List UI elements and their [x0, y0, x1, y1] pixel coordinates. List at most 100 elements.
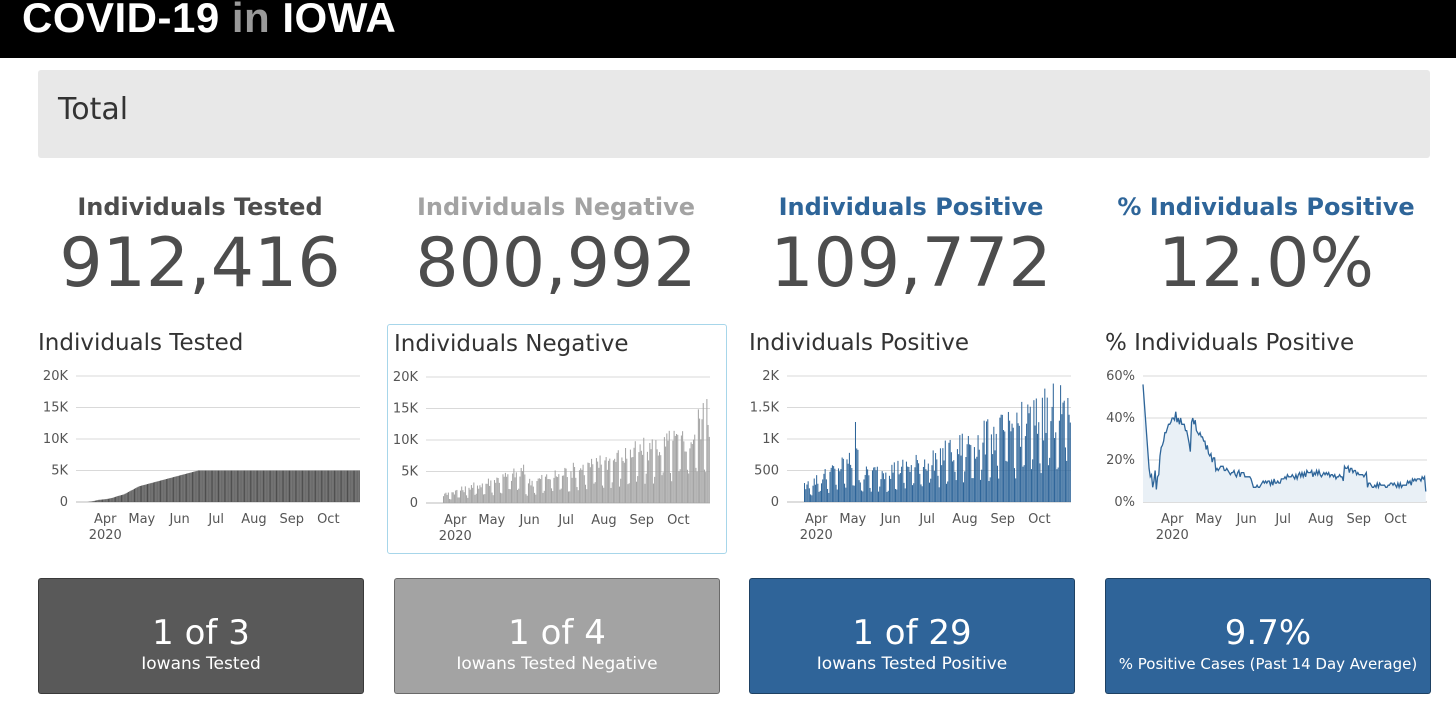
bar	[943, 460, 945, 502]
bar	[144, 484, 146, 502]
bar	[284, 470, 286, 502]
bar	[486, 483, 488, 503]
bar	[546, 474, 548, 503]
bar	[589, 467, 591, 503]
x-tick-label: Jun	[1235, 512, 1256, 527]
bar	[824, 469, 826, 502]
bar	[148, 483, 150, 502]
bar	[938, 487, 940, 502]
bar	[955, 480, 957, 502]
bar	[531, 480, 533, 503]
bar	[201, 470, 203, 502]
bar	[476, 485, 478, 503]
bar	[858, 480, 860, 502]
bar	[944, 440, 946, 502]
bar	[521, 471, 523, 503]
bar	[1054, 438, 1056, 502]
bar	[817, 483, 819, 502]
bar	[492, 495, 494, 503]
bar	[512, 473, 514, 503]
stat-individuals-negative: Individuals Negative 800,992	[386, 190, 726, 302]
bar	[648, 460, 650, 503]
bar	[631, 457, 633, 503]
bar	[181, 474, 183, 502]
bar	[669, 472, 671, 503]
bar	[191, 472, 193, 502]
bar	[535, 494, 537, 503]
bar	[203, 470, 205, 502]
bar	[925, 469, 927, 502]
site-logo[interactable]: COVID-19 in IOWA	[22, 0, 396, 42]
bar	[474, 494, 476, 503]
area-fill	[1143, 384, 1426, 502]
y-tick-label: 1.5K	[750, 401, 780, 416]
bar	[329, 470, 331, 502]
bar	[517, 489, 519, 503]
bar	[525, 494, 527, 503]
bar	[559, 489, 561, 503]
bar	[926, 470, 928, 502]
chart-individuals-positive[interactable]: Individuals Positive 0 500 1K 1.5K 2K Apr 2020…	[749, 324, 1089, 554]
bar	[527, 483, 529, 503]
bar	[970, 445, 972, 502]
bar	[874, 467, 876, 502]
bar	[210, 470, 212, 502]
bar	[888, 475, 890, 502]
x-tick-label: Aug	[952, 512, 977, 527]
chart-individuals-negative[interactable]: Individuals Negative 0 5K 10K 15K 20K Apr 2020…	[387, 324, 727, 554]
bar	[922, 466, 924, 502]
bar	[904, 488, 906, 502]
bar	[342, 470, 344, 502]
chart-individuals-tested[interactable]: Individuals Tested 0 5K 10K 15K 20K Apr 2020 Ma…	[38, 324, 378, 554]
bar	[267, 470, 269, 502]
bar	[988, 481, 990, 502]
bar	[1010, 431, 1012, 502]
bar	[939, 448, 941, 502]
stat-value: 912,416	[59, 224, 341, 303]
bar	[135, 488, 137, 502]
bar	[1041, 397, 1043, 502]
bar	[597, 461, 599, 503]
bar	[236, 470, 238, 502]
bar	[195, 471, 197, 502]
bar	[524, 474, 526, 503]
bar	[1057, 467, 1059, 502]
bar	[674, 435, 676, 503]
bar	[633, 447, 635, 503]
bar	[952, 461, 954, 502]
bar	[171, 477, 173, 502]
stat-label: Individuals Tested	[77, 193, 323, 221]
bar	[215, 470, 217, 502]
bar	[330, 470, 332, 502]
bar	[297, 470, 299, 502]
bar	[625, 448, 627, 503]
bar	[540, 479, 542, 503]
bar	[496, 477, 498, 503]
y-tick-label: 15K	[393, 402, 419, 417]
bar	[1045, 432, 1047, 502]
bar	[255, 470, 257, 502]
bar	[560, 488, 562, 503]
bar	[686, 469, 688, 503]
chart-percent-positive[interactable]: % Individuals Positive 0% 20% 40% 60% Apr 202…	[1105, 324, 1445, 554]
bar	[178, 475, 180, 502]
bar	[244, 470, 246, 502]
bar	[897, 460, 899, 502]
stat-label: Individuals Negative	[417, 193, 695, 221]
bar	[1023, 465, 1025, 502]
bar	[676, 433, 678, 503]
bar	[298, 470, 300, 502]
bar	[941, 465, 943, 502]
card-iowans-tested-negative: 1 of 4 Iowans Tested Negative	[394, 578, 720, 694]
x-tick-label: Apr	[444, 513, 467, 528]
stat-label: Individuals Positive	[778, 193, 1044, 221]
bar	[895, 488, 897, 502]
bar	[106, 498, 108, 502]
bar	[125, 493, 127, 502]
bar	[663, 437, 665, 503]
bar	[880, 479, 882, 502]
